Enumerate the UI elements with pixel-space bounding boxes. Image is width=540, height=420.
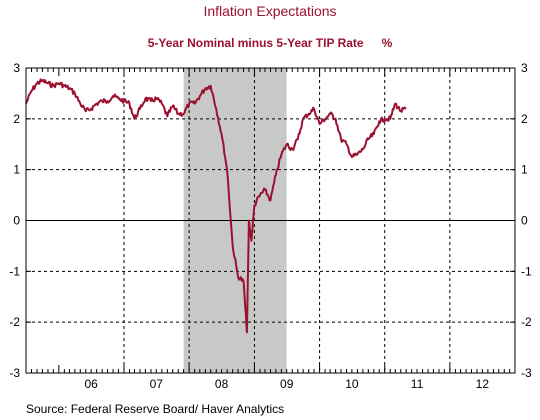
y-tick-label-right: -2: [521, 315, 532, 329]
y-axis-right: 3 2 1 0 -1 -2 -3: [510, 61, 532, 380]
y-tick-label-right: -1: [521, 264, 532, 278]
x-tick-label: 07: [150, 377, 164, 391]
x-axis: 06 07 08 09 10 11 12: [25, 68, 511, 391]
y-tick-label-right: 3: [521, 61, 528, 75]
source-note: Source: Federal Reserve Board/ Haver Ana…: [26, 402, 284, 416]
y-tick-label-right: -3: [521, 366, 532, 380]
y-tick-label-left: 2: [13, 112, 20, 126]
x-tick-label: 09: [280, 377, 294, 391]
y-tick-label-left: 3: [13, 61, 20, 75]
y-tick-label-left: -1: [9, 264, 20, 278]
chart-subtitle: 5-Year Nominal minus 5-Year TIP Rate%: [148, 36, 393, 50]
chart-title: Inflation Expectations: [203, 3, 336, 19]
x-tick-label: 12: [476, 377, 490, 391]
unit-label: %: [382, 36, 393, 50]
x-tick-label: 10: [345, 377, 359, 391]
y-tick-label-left: -2: [9, 315, 20, 329]
y-tick-label-left: -3: [9, 366, 20, 380]
x-tick-label: 11: [411, 377, 424, 391]
y-tick-label-right: 1: [521, 163, 528, 177]
y-tick-label-right: 0: [521, 214, 528, 228]
chart-subtitle-text: 5-Year Nominal minus 5-Year TIP Rate: [148, 36, 364, 50]
y-tick-label-left: 1: [13, 163, 20, 177]
y-tick-label-right: 2: [521, 112, 528, 126]
y-axis-left: 3 2 1 0 -1 -2 -3: [9, 61, 31, 380]
y-tick-label-left: 0: [13, 214, 20, 228]
x-tick-label: 06: [84, 377, 98, 391]
x-tick-label: 08: [215, 377, 229, 391]
plot-area: [25, 67, 516, 374]
series-line: [25, 78, 407, 334]
